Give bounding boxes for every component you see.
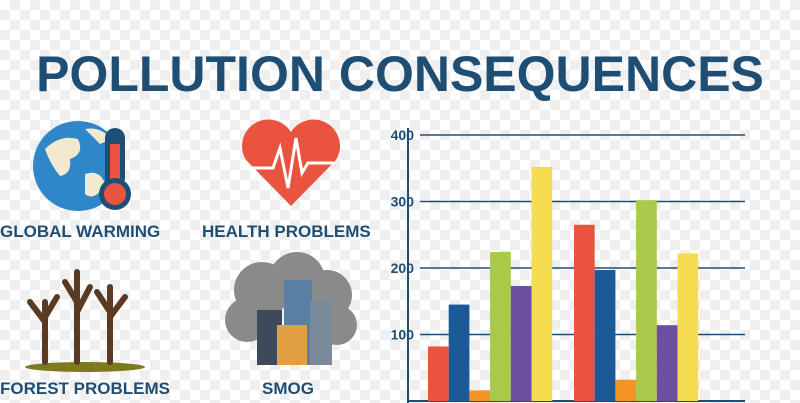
globe-thermometer-icon [33,121,131,211]
bar [574,224,595,401]
y-tick-label: 400 [391,127,415,143]
bar-chart: 100 200 300 400 [391,127,745,403]
bar [531,166,553,401]
forest-problems-label: FOREST PROBLEMS [0,379,171,398]
page-title: POLLUTION CONSEQUENCES [36,46,764,102]
y-tick-label: 300 [391,194,415,210]
bar [636,200,657,401]
smog-city-icon [225,252,357,365]
bar [656,325,678,401]
bar [677,253,699,401]
bar [469,390,491,401]
bar [428,346,449,401]
bar [615,379,637,401]
bar [448,304,470,401]
global-warming-label: GLOBAL WARMING [0,222,161,241]
smog-label: SMOG [262,379,314,398]
dead-trees-icon [25,269,145,372]
health-problems-label: HEALTH PROBLEMS [202,222,371,241]
bar [490,252,511,401]
bar [510,285,532,401]
heart-pulse-icon [242,119,340,206]
y-tick-label: 100 [391,327,415,343]
bar [594,269,616,401]
y-tick-label: 200 [391,260,415,276]
